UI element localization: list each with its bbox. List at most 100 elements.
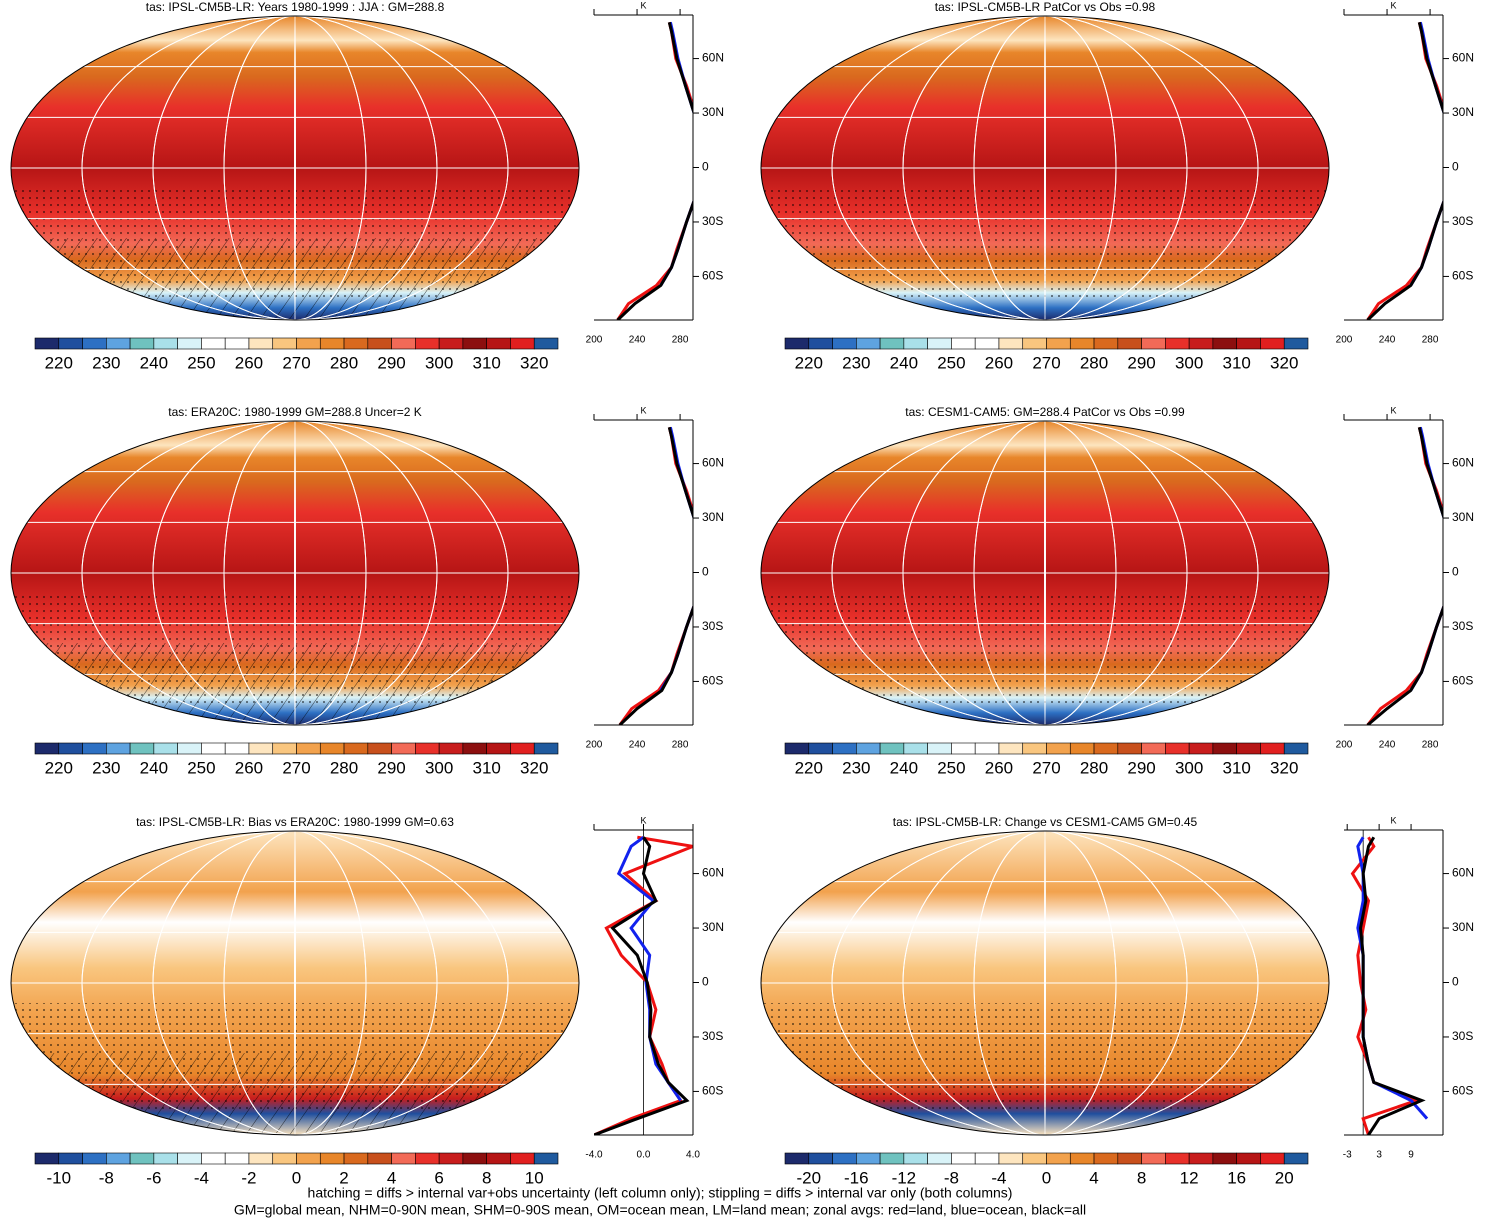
colorbar-box (319, 742, 345, 755)
colorbar-label: 310 (1222, 758, 1250, 777)
x-tick-label: -3 (1343, 1150, 1352, 1161)
colorbar-label: 290 (377, 758, 405, 777)
colorbar-box (82, 1152, 107, 1165)
meridian (152, 831, 438, 1135)
y-tick-label: 30N (702, 105, 724, 119)
colorbar-box (367, 742, 392, 755)
colorbar-box (1236, 1152, 1261, 1165)
map-overlay (761, 421, 1329, 725)
colorbar-label: 280 (1080, 353, 1108, 372)
y-tick-label: 30N (1452, 510, 1474, 524)
map-border (760, 420, 1330, 726)
colorbar-box (343, 337, 369, 350)
y-tick-label: 30S (1452, 619, 1473, 633)
colorbar-box (106, 1152, 131, 1165)
x-tick-label: 240 (629, 740, 646, 751)
colorbar-box (998, 1152, 1024, 1165)
colorbar-label: 270 (1032, 353, 1060, 372)
colorbar-box (1093, 742, 1119, 755)
colorbar-box (784, 742, 810, 755)
colorbar-box (438, 337, 464, 350)
colorbar-label: 260 (235, 758, 263, 777)
colorbar-box (272, 1152, 297, 1165)
x-tick-label: 200 (1336, 740, 1353, 751)
x-tick-label: 280 (1422, 740, 1439, 751)
colorbar-box (1117, 742, 1142, 755)
meridian (294, 16, 296, 320)
colorbar-box (927, 742, 952, 755)
meridian (81, 16, 509, 320)
colorbar-box (177, 1152, 202, 1165)
colorbar-label: -8 (944, 1168, 959, 1187)
y-tick-label: 60N (1452, 51, 1474, 65)
y-tick-label: 30N (702, 510, 724, 524)
colorbar-box (951, 1152, 976, 1165)
colorbar-label: 280 (330, 758, 358, 777)
colorbar-box (177, 742, 202, 755)
colorbar-box (391, 337, 416, 350)
zonal-mean-line (616, 21, 693, 320)
colorbar-box (1236, 742, 1261, 755)
meridian (223, 16, 367, 320)
colorbar-label: 290 (1127, 353, 1155, 372)
colorbar-label: 260 (985, 353, 1013, 372)
map-overlay (761, 16, 1329, 320)
colorbar-box (153, 337, 178, 350)
x-tick-label: 0.0 (637, 1150, 651, 1161)
map (760, 420, 1330, 726)
colorbar-box (903, 1152, 928, 1165)
y-tick-label: 60N (702, 866, 724, 880)
colorbar-box (201, 1152, 226, 1165)
colorbar-label: 300 (1175, 353, 1203, 372)
units-label: K (640, 815, 646, 825)
map-border (760, 830, 1330, 1136)
colorbar-box (879, 337, 905, 350)
colorbar-label: -8 (99, 1168, 114, 1187)
colorbar-box (1093, 1152, 1119, 1165)
colorbar-box (462, 742, 487, 755)
colorbar-box (1283, 1152, 1309, 1165)
colorbar-box (391, 742, 416, 755)
colorbar-box (832, 1152, 857, 1165)
x-tick-label: 3 (1376, 1150, 1382, 1161)
meridian (831, 16, 1259, 320)
profile-lines (618, 426, 693, 725)
colorbar-label: 230 (92, 758, 120, 777)
x-tick-label: 200 (1336, 335, 1353, 346)
y-tick-label: 60N (702, 51, 724, 65)
colorbar-box (1022, 337, 1047, 350)
colorbar-box (438, 742, 464, 755)
colorbar-box (1188, 337, 1214, 350)
x-tick-label: 240 (1379, 740, 1396, 751)
zonal-mean-line (1409, 21, 1443, 287)
colorbar-box (1212, 742, 1237, 755)
map-border (10, 830, 580, 1136)
colorbar-label: 310 (472, 353, 500, 372)
colorbar-box (272, 337, 297, 350)
meridian (973, 831, 1117, 1135)
meridian (1044, 421, 1046, 725)
panel-title: tas: CESM1-CAM5: GM=288.4 PatCor vs Obs … (905, 405, 1185, 419)
y-tick-label: 30S (702, 619, 723, 633)
meridian (831, 831, 1259, 1135)
colorbar-label: -16 (844, 1168, 869, 1187)
colorbar-box (1165, 742, 1190, 755)
meridian (902, 421, 1188, 725)
colorbar-box (1046, 337, 1071, 350)
units-label: K (1390, 815, 1396, 825)
zonal-mean-line (659, 21, 693, 287)
colorbar-box (129, 742, 155, 755)
colorbar-box (486, 742, 511, 755)
colorbar-box (1022, 1152, 1047, 1165)
colorbar-box (415, 742, 440, 755)
x-tick-label: 280 (1422, 335, 1439, 346)
x-tick-label: 280 (672, 335, 689, 346)
colorbar-box (415, 1152, 440, 1165)
meridian (294, 421, 296, 725)
colorbar-label: 270 (282, 758, 310, 777)
profile-lines (616, 21, 693, 320)
colorbar-box (248, 742, 274, 755)
profile-lines (1350, 836, 1429, 1135)
colorbar-label: 230 (842, 353, 870, 372)
